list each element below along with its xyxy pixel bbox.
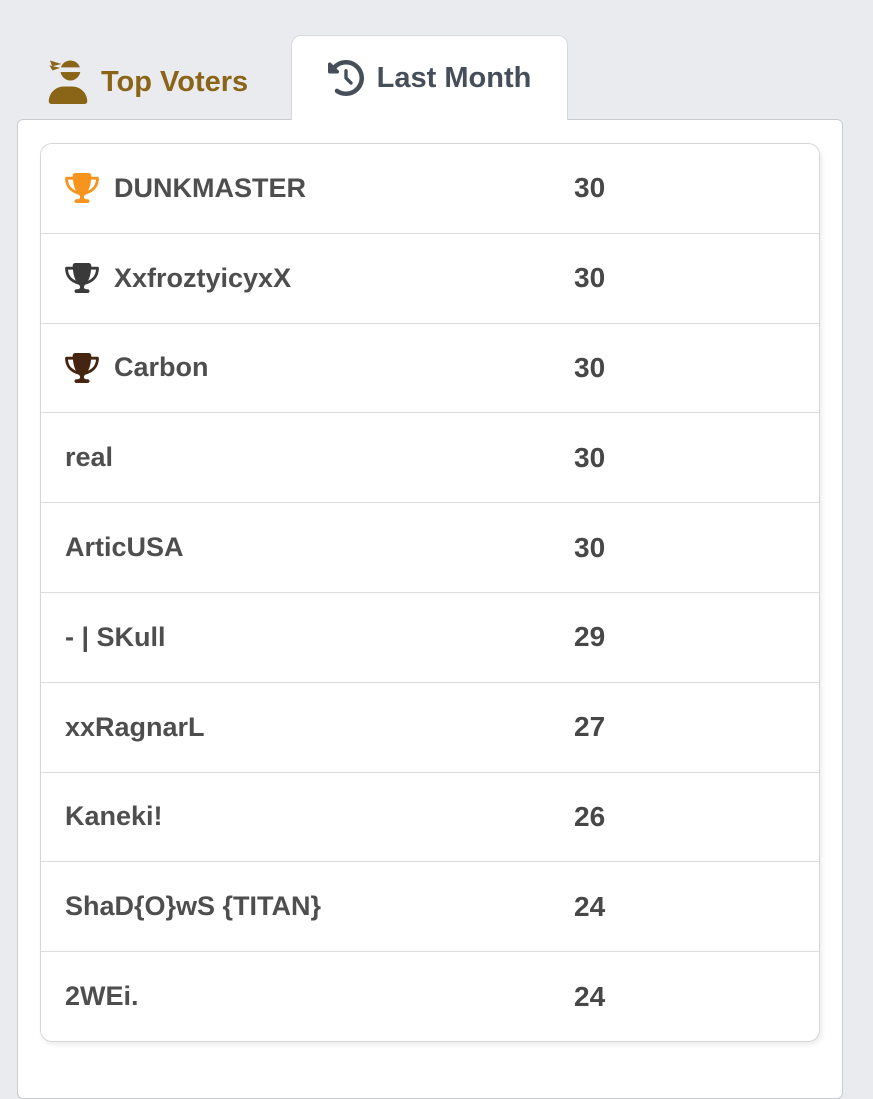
player-name: Carbon [114,352,209,383]
player-name: 2WEi. [65,981,139,1012]
leaderboard-row: ShaD{O}wS {TITAN} 24 [41,861,819,952]
vote-count: 27 [574,711,606,743]
vote-count: 24 [574,980,606,1012]
tab-top-voters[interactable]: Top Voters [48,54,248,110]
leaderboard-row: ArticUSA 30 [41,502,819,592]
vote-count: 30 [574,441,606,473]
player-name: XxfroztyicyxX [114,262,292,293]
leaderboard-row: Kaneki! 26 [41,771,819,862]
player-name: - | SKull [65,621,166,652]
history-icon [327,60,364,96]
bronze-trophy-icon [65,352,99,383]
vote-count: 30 [574,262,606,294]
vote-count: 26 [574,800,606,832]
leaderboard-row: xxRagnarL 27 [41,681,819,772]
leaderboard-row: - | SKull 29 [41,591,819,682]
leaderboard-rows: DUNKMASTER 30 XxfroztyicyxX 30 Carbon 30… [41,144,819,1041]
leaderboard-row: 2WEi. 24 [41,951,819,1041]
player-name: ShaD{O}wS {TITAN} [65,891,322,922]
user-ninja-icon [48,60,88,104]
vote-count: 30 [574,531,606,563]
tab-top-voters-label: Top Voters [101,65,249,98]
gold-trophy-icon [65,173,99,204]
vote-count: 24 [574,890,606,922]
leaderboard-row: real 30 [41,412,819,503]
player-name: ArticUSA [65,532,184,563]
leaderboard-row: Carbon 30 [41,322,819,413]
vote-count: 29 [574,621,606,653]
leaderboard-card: DUNKMASTER 30 XxfroztyicyxX 30 Carbon 30… [40,143,820,1042]
silver-trophy-icon [65,263,99,294]
vote-count: 30 [574,172,606,204]
leaderboard-row: XxfroztyicyxX 30 [41,232,819,323]
player-name: xxRagnarL [65,711,205,742]
vote-count: 30 [574,351,606,383]
tab-last-month-label: Last Month [376,61,532,94]
player-name: DUNKMASTER [114,172,306,203]
leaderboard-row: DUNKMASTER 30 [41,144,819,233]
tab-content-panel: DUNKMASTER 30 XxfroztyicyxX 30 Carbon 30… [17,119,843,1099]
player-name: real [65,442,114,473]
tab-last-month[interactable]: Last Month [291,35,568,120]
player-name: Kaneki! [65,801,163,832]
